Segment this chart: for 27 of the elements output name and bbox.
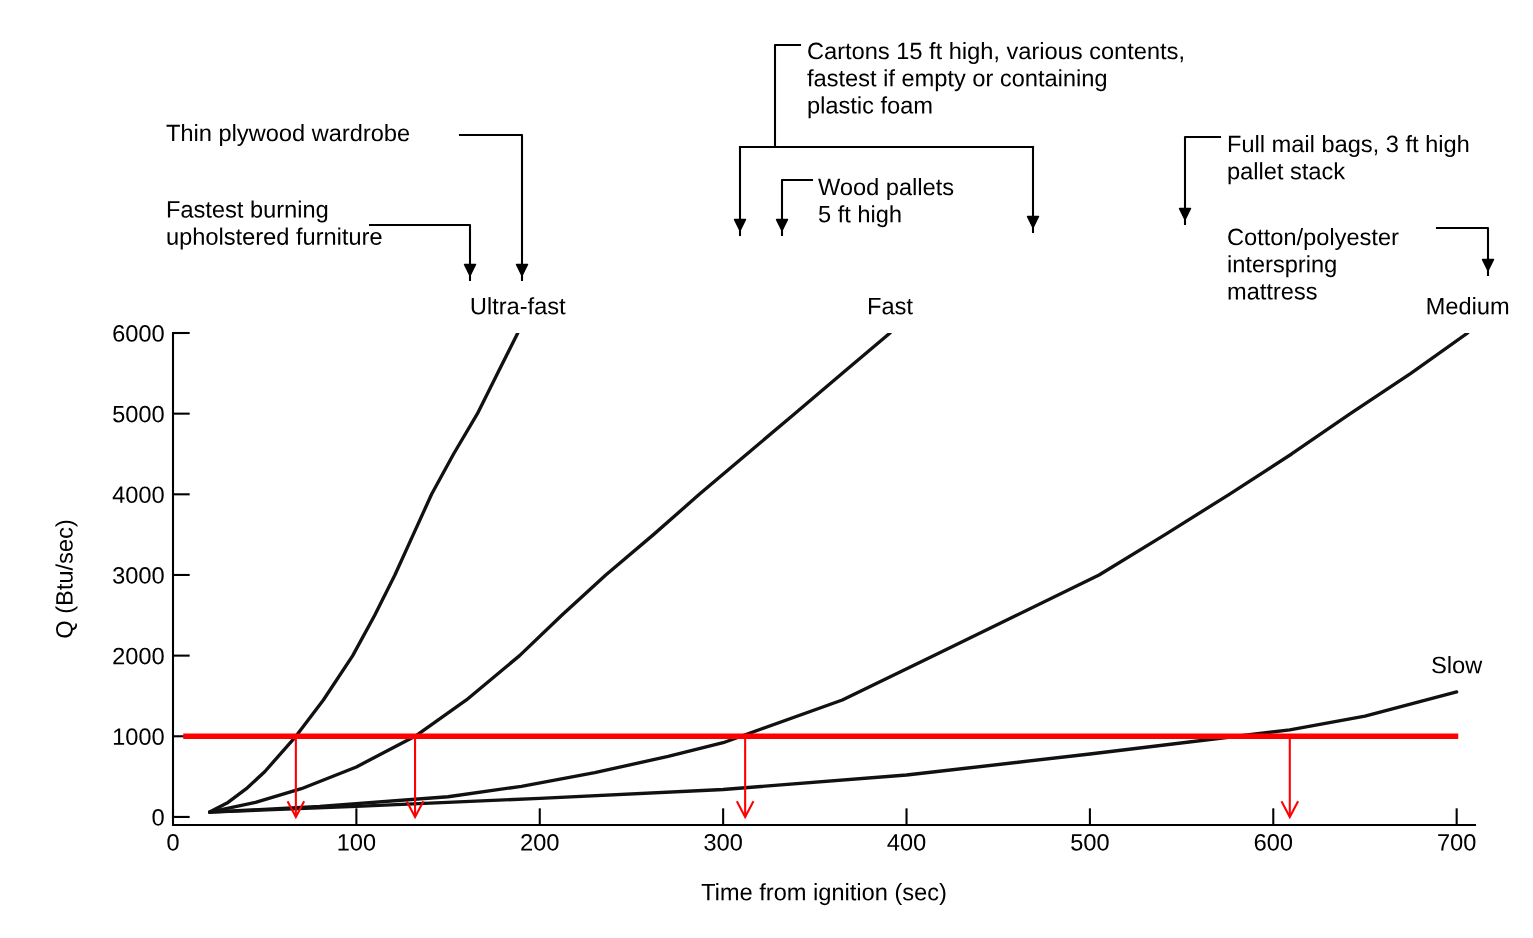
x-tick-label: 400 xyxy=(887,833,926,851)
text: Wood pallets 5 ft high xyxy=(818,178,954,228)
x-tick-label: 300 xyxy=(704,833,742,851)
text: Full mail bags, 3 ft high pallet stack xyxy=(1228,135,1469,185)
y-tick-label: 5000 xyxy=(113,405,164,423)
y-axis-title: Q (Btu/sec) xyxy=(55,520,78,638)
x-tick-label: 0 xyxy=(167,833,179,851)
x-tick-label: 100 xyxy=(338,833,376,851)
series-label: Slow xyxy=(1432,656,1483,674)
x-tick-label: 700 xyxy=(1438,833,1476,851)
series-label: Ultra-fast xyxy=(471,297,566,315)
y-tick-label: 0 xyxy=(152,809,164,826)
text: Fastest burning upholstered furniture xyxy=(167,200,382,250)
y-tick-label: 4000 xyxy=(112,486,164,504)
y-tick-label: 1000 xyxy=(113,728,164,746)
y-tick-label: 3000 xyxy=(113,567,164,584)
y-tick-label: 6000 xyxy=(113,325,164,342)
text: Thin plywood wardrobe xyxy=(166,124,410,147)
series-label: Fast xyxy=(869,297,913,315)
text: Cotton/polyester interspring mattress xyxy=(1228,228,1399,300)
x-tick-label: 600 xyxy=(1254,833,1293,851)
y-tick-label: 2000 xyxy=(113,647,164,665)
x-tick-label: 200 xyxy=(521,833,559,851)
x-tick-label: 500 xyxy=(1071,833,1109,851)
series-label: Medium xyxy=(1427,297,1509,315)
text: Cartons 15 ft high, various contents, fastest if empty or containing plastic foam xyxy=(807,42,1183,119)
x-axis-title: Time from ignition (sec) xyxy=(701,883,946,906)
